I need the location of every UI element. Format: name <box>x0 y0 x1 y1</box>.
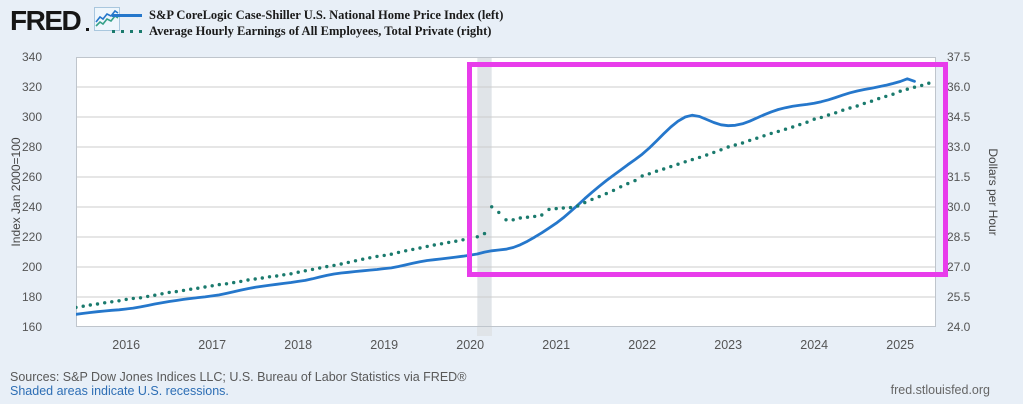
left-axis-tick-label: 280 <box>21 140 42 154</box>
plot-area[interactable] <box>76 57 936 327</box>
x-axis-tick-label: 2017 <box>198 338 227 352</box>
home-price-series-line <box>76 77 916 316</box>
left-axis-tick-label: 160 <box>21 320 42 334</box>
left-axis-tick-label: 300 <box>21 110 42 124</box>
x-axis-tick-label: 2025 <box>886 338 915 352</box>
sources-note: Sources: S&P Dow Jones Indices LLC; U.S.… <box>10 370 467 384</box>
right-axis-tick-label: 27.0 <box>947 260 971 274</box>
left-axis-tick-label: 220 <box>21 230 42 244</box>
right-axis-title: Dollars per Hour <box>986 148 1000 236</box>
right-axis-tick-label: 37.5 <box>947 50 971 64</box>
left-axis-tick-label: 240 <box>21 200 42 214</box>
legend-label: S&P CoreLogic Case-Shiller U.S. National… <box>149 7 504 22</box>
left-axis-tick-label: 340 <box>21 50 42 64</box>
right-axis-tick-label: 34.5 <box>947 110 971 124</box>
right-axis-tick-label: 31.5 <box>947 170 971 184</box>
x-axis-tick-label: 2016 <box>112 338 141 352</box>
right-axis-tick-label: 36.0 <box>947 80 971 94</box>
fred-logo-trademark-dot <box>86 28 90 31</box>
left-axis-tick-labels: 340 320 300 280 260 240 220 200 180 160 <box>0 50 46 334</box>
x-axis-tick-label: 2021 <box>542 338 571 352</box>
legend-item-home-price-index: S&P CoreLogic Case-Shiller U.S. National… <box>112 7 503 23</box>
right-axis-tick-label: 28.5 <box>947 230 971 244</box>
right-axis-tick-label: 33.0 <box>947 140 971 154</box>
x-axis-tick-label: 2022 <box>628 338 657 352</box>
left-axis-tick-label: 180 <box>21 290 42 304</box>
right-axis-tick-label: 25.5 <box>947 290 971 304</box>
earnings-series-dots <box>76 81 931 310</box>
legend-item-hourly-earnings: Average Hourly Earnings of All Employees… <box>112 23 503 39</box>
x-axis-tick-label: 2024 <box>800 338 829 352</box>
legend-label: Average Hourly Earnings of All Employees… <box>149 23 492 38</box>
right-axis-tick-labels: 37.5 36.0 34.5 33.0 31.5 30.0 28.5 27.0 25.5 24.0 <box>947 50 992 334</box>
legend-swatch-dotted-line <box>112 29 142 33</box>
plot-frame <box>76 57 936 327</box>
fred-logo-text: FRED <box>10 4 82 36</box>
recession-band <box>477 57 492 327</box>
right-axis-tick-label: 24.0 <box>947 320 971 334</box>
left-axis-tick-label: 200 <box>21 260 42 274</box>
recession-band-tail <box>477 327 492 336</box>
left-axis-tick-label: 260 <box>21 170 42 184</box>
x-axis-tick-label: 2018 <box>284 338 313 352</box>
left-axis-tick-label: 320 <box>21 80 42 94</box>
recession-note-link[interactable]: Shaded areas indicate U.S. recessions. <box>10 384 229 398</box>
fred-sparkline-icon <box>94 7 121 36</box>
x-axis-tick-label: 2020 <box>456 338 485 352</box>
legend-swatch-solid-line <box>112 13 142 17</box>
right-axis-tick-label: 30.0 <box>947 200 971 214</box>
chart-legend: S&P CoreLogic Case-Shiller U.S. National… <box>112 7 503 39</box>
x-axis-tick-label: 2023 <box>714 338 743 352</box>
x-axis-tick-label: 2019 <box>370 338 399 352</box>
fred-site-link[interactable]: fred.stlouisfed.org <box>890 383 990 397</box>
fred-logo[interactable]: FRED <box>10 4 121 36</box>
